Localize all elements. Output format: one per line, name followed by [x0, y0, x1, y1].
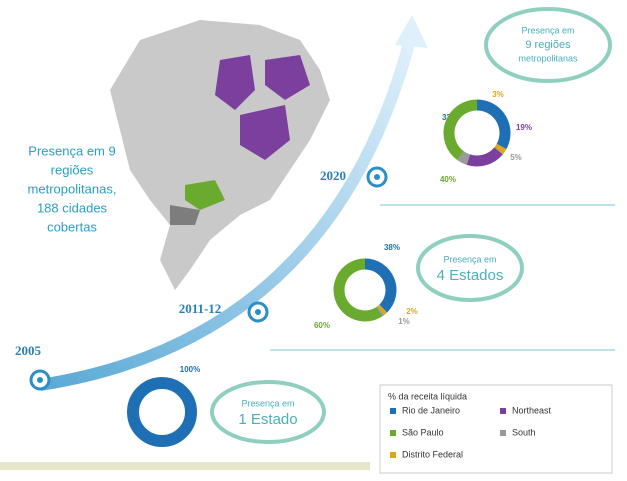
data-label: 5%: [510, 153, 522, 162]
donut-segment: [443, 99, 478, 161]
legend-swatch: [390, 408, 396, 414]
footnote: [0, 462, 370, 470]
legend-label: Distrito Federal: [402, 449, 463, 459]
note-text: metropolitanas: [518, 53, 578, 63]
data-label: 3%: [492, 90, 504, 99]
headline: cobertas: [47, 219, 97, 234]
timeline: [39, 38, 416, 391]
year-marker-dot: [255, 309, 261, 315]
legend-label: Rio de Janeiro: [402, 405, 460, 415]
donut-segment: [333, 258, 383, 322]
legend-title: % da receita líquida: [388, 391, 467, 401]
donut-segment: [466, 147, 503, 167]
legend-box: [379, 384, 613, 474]
data-label: 2%: [406, 307, 418, 316]
donut-segment: [494, 143, 507, 155]
map: [110, 20, 330, 290]
data-label: 38%: [384, 243, 400, 252]
donut-segment: [376, 306, 385, 317]
note-text: 9 regiões: [525, 39, 571, 51]
legend-swatch: [500, 430, 506, 436]
legend-swatch: [390, 452, 396, 458]
note-bubble: [484, 7, 612, 83]
donut-segment: [476, 99, 511, 150]
legend-swatch: [500, 408, 506, 414]
headline: metropolitanas,: [28, 181, 117, 196]
donut-segment: [364, 258, 397, 313]
year-label: 2011-12: [179, 301, 222, 316]
headline: Presença em 9: [28, 143, 115, 158]
note-text: Presença em: [521, 25, 574, 35]
legend-swatch: [390, 430, 396, 436]
year-label: 2005: [15, 343, 42, 358]
data-label: 19%: [516, 123, 532, 132]
note-text: 1 Estado: [238, 411, 297, 428]
arrow-head: [395, 15, 428, 48]
data-label: 1%: [398, 317, 410, 326]
legend-label: Northeast: [512, 405, 552, 415]
year-label: 2020: [320, 168, 346, 183]
headline: 188 cidades: [37, 200, 108, 215]
donut-segment: [457, 151, 471, 165]
data-label: 100%: [180, 365, 200, 374]
year-marker-dot: [37, 377, 43, 383]
note-bubble: [416, 234, 524, 302]
legend-label: South: [512, 427, 536, 437]
donut-segment: [127, 377, 197, 447]
note-text: Presença em: [443, 254, 496, 264]
data-label: 40%: [440, 175, 456, 184]
note-text: Presença em: [241, 398, 294, 408]
donut-segment: [377, 304, 388, 316]
note-bubble: [210, 380, 326, 444]
year-marker-dot: [374, 174, 380, 180]
legend-label: São Paulo: [402, 427, 444, 437]
note-text: 4 Estados: [437, 267, 504, 284]
headline: regiões: [51, 162, 94, 177]
data-label: 60%: [314, 321, 330, 330]
